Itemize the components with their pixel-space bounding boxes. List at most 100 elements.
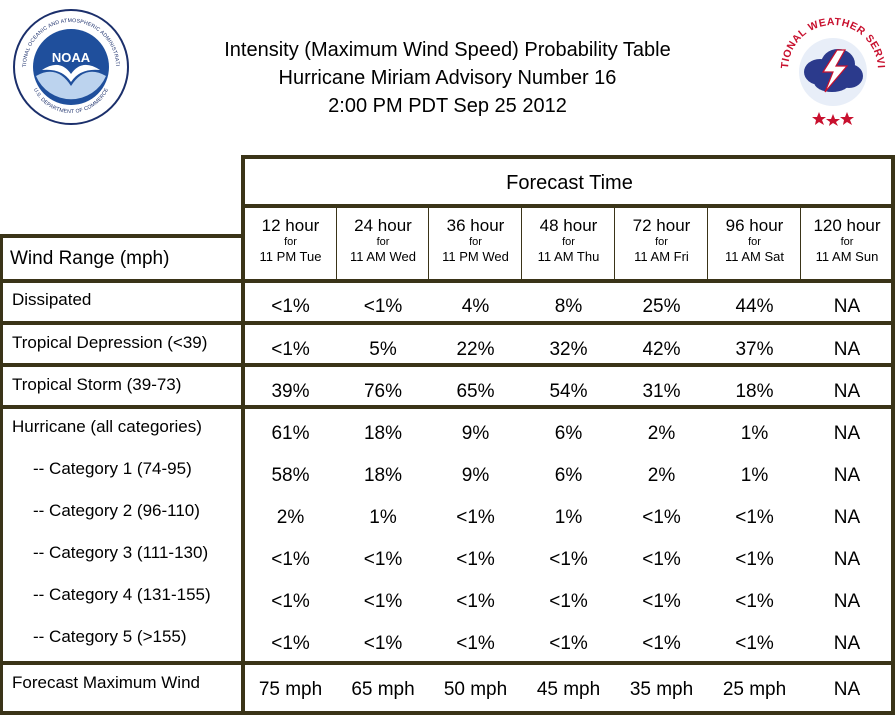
- table-rule: [707, 206, 708, 281]
- table-cell: 35 mph: [629, 679, 694, 700]
- row-label: -- Category 4 (131-155): [33, 585, 211, 604]
- column-hours: 72 hour: [632, 216, 691, 235]
- table-cell: NA: [833, 381, 861, 402]
- table-cell: 9%: [461, 423, 490, 444]
- column-for: for: [748, 236, 761, 248]
- table-cell: NA: [833, 507, 861, 528]
- table-cell: NA: [833, 591, 861, 612]
- page-title: Intensity (Maximum Wind Speed) Probabili…: [150, 36, 745, 120]
- table-rule: [336, 206, 337, 281]
- table-cell: <1%: [271, 591, 310, 612]
- row-label: Tropical Depression (<39): [12, 333, 208, 352]
- title-line-2: Hurricane Miriam Advisory Number 16: [278, 67, 617, 89]
- table-cell: NA: [833, 549, 861, 570]
- column-header: 12 hour for 11 PM Tue: [244, 208, 337, 280]
- table-cell: NA: [833, 423, 861, 444]
- table-cell: 1%: [740, 423, 769, 444]
- table-cell: <1%: [271, 633, 310, 654]
- table-cell: NA: [833, 679, 861, 700]
- table-cell: 76%: [363, 381, 403, 402]
- row-label: Dissipated: [12, 290, 92, 309]
- table-cell: <1%: [363, 549, 403, 570]
- table-cell: <1%: [642, 633, 681, 654]
- table-cell: 1%: [369, 507, 397, 528]
- table-cell: 25%: [642, 296, 681, 317]
- table-cell: 1%: [554, 507, 583, 528]
- table-cell: 45 mph: [536, 679, 601, 700]
- table-rule: [0, 234, 244, 238]
- column-hours: 120 hour: [813, 216, 881, 235]
- table-cell: 44%: [735, 296, 774, 317]
- row-label: Hurricane (all categories): [12, 417, 202, 436]
- table-cell: NA: [833, 296, 861, 317]
- row-label: -- Category 5 (>155): [33, 627, 187, 646]
- table-rule: [0, 711, 893, 715]
- column-header: 96 hour for 11 AM Sat: [708, 208, 801, 280]
- table-cell: 31%: [642, 381, 681, 402]
- column-hours: 24 hour: [354, 216, 412, 235]
- column-header: 36 hour for 11 PM Wed: [429, 208, 522, 280]
- table-cell: 2%: [647, 465, 676, 486]
- table-cell: 5%: [369, 339, 397, 360]
- nws-logo: NATIONAL WEATHER SERVICE: [775, 8, 886, 126]
- table-rule: [244, 204, 893, 208]
- table-cell: 75 mph: [258, 679, 323, 700]
- table-cell: 18%: [363, 423, 403, 444]
- title-line-1: Intensity (Maximum Wind Speed) Probabili…: [224, 39, 671, 61]
- row-label: -- Category 3 (111-130): [33, 543, 209, 562]
- column-for: for: [840, 236, 854, 248]
- table-cell: <1%: [642, 507, 681, 528]
- table-rule: [0, 279, 893, 283]
- noaa-center-text: NOAA: [52, 50, 91, 65]
- column-for: for: [376, 236, 390, 248]
- table-rule: [891, 155, 895, 715]
- table-cell: 65%: [456, 381, 495, 402]
- table-cell: 25 mph: [722, 679, 787, 700]
- table-rule: [0, 363, 893, 367]
- table-cell: <1%: [271, 339, 310, 360]
- table-cell: 39%: [271, 381, 310, 402]
- column-for: for: [284, 236, 297, 248]
- column-for: for: [562, 236, 575, 248]
- table-cell: <1%: [363, 591, 403, 612]
- table-cell: 50 mph: [443, 679, 508, 700]
- table-cell: <1%: [642, 549, 681, 570]
- table-cell: <1%: [735, 549, 774, 570]
- table-cell: <1%: [456, 507, 495, 528]
- table-cell: <1%: [549, 591, 588, 612]
- column-header: 48 hour for 11 AM Thu: [522, 208, 615, 280]
- row-label: Tropical Storm (39-73): [12, 375, 182, 394]
- column-header: 72 hour for 11 AM Fri: [615, 208, 708, 280]
- table-rule: [0, 234, 3, 715]
- column-valid-time: 11 AM Thu: [537, 249, 600, 264]
- table-cell: 18%: [363, 465, 403, 486]
- column-hours: 48 hour: [539, 216, 598, 235]
- table-cell: 8%: [554, 296, 583, 317]
- table-rule: [0, 405, 893, 409]
- table-cell: <1%: [549, 633, 588, 654]
- row-label: -- Category 2 (96-110): [33, 501, 200, 520]
- table-cell: <1%: [735, 507, 774, 528]
- table-cell: 61%: [271, 423, 310, 444]
- forecast-time-header: Forecast Time: [506, 171, 633, 194]
- column-valid-time: 11 PM Wed: [442, 249, 509, 264]
- column-header: 120 hour for 11 AM Sun: [801, 208, 893, 280]
- column-hours: 96 hour: [725, 216, 784, 235]
- table-cell: NA: [833, 633, 861, 654]
- column-valid-time: 11 PM Tue: [259, 249, 322, 264]
- table-cell: <1%: [735, 633, 774, 654]
- column-valid-time: 11 AM Fri: [634, 249, 689, 264]
- column-hours: 12 hour: [261, 216, 320, 235]
- table-cell: 2%: [276, 507, 305, 528]
- column-valid-time: 11 AM Sun: [815, 249, 879, 264]
- table-cell: 18%: [735, 381, 774, 402]
- table-cell: 4%: [461, 296, 490, 317]
- table-rule: [0, 321, 893, 325]
- title-line-3: 2:00 PM PDT Sep 25 2012: [328, 95, 567, 117]
- table-cell: 54%: [549, 381, 588, 402]
- column-header: 24 hour for 11 AM Wed: [337, 208, 429, 280]
- table-cell: <1%: [271, 549, 310, 570]
- column-valid-time: 11 AM Sat: [724, 249, 784, 264]
- noaa-logo: NOAA NATIONAL OCEANIC AND ATMOSPHERIC AD…: [12, 8, 129, 125]
- table-cell: 1%: [740, 465, 769, 486]
